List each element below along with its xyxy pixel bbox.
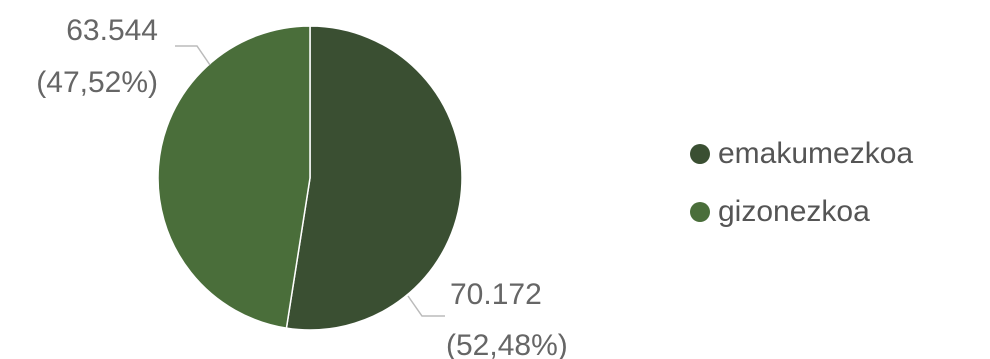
legend-label-emakumezkoa: emakumezkoa — [718, 137, 914, 170]
legend-label-gizonezkoa: gizonezkoa — [718, 195, 870, 228]
legend: emakumezkoa gizonezkoa — [690, 134, 913, 250]
pie-slice-emakumezkoa[interactable] — [285, 25, 463, 331]
data-label-percent-gizonezkoa: (47,52%) — [36, 66, 158, 99]
data-label-percent-emakumezkoa: (52,48%) — [446, 329, 568, 359]
leader-line-gizonezkoa — [175, 45, 211, 66]
legend-item-emakumezkoa[interactable]: emakumezkoa — [690, 134, 913, 174]
data-label-value-emakumezkoa: 70.172 — [450, 278, 542, 311]
legend-item-gizonezkoa[interactable]: gizonezkoa — [690, 192, 913, 232]
data-label-value-gizonezkoa: 63.544 — [66, 14, 158, 47]
legend-marker-gizonezkoa — [690, 202, 710, 222]
legend-marker-emakumezkoa — [690, 144, 710, 164]
pie-slice-gizonezkoa[interactable] — [157, 25, 311, 330]
leader-line-emakumezkoa — [407, 295, 445, 317]
